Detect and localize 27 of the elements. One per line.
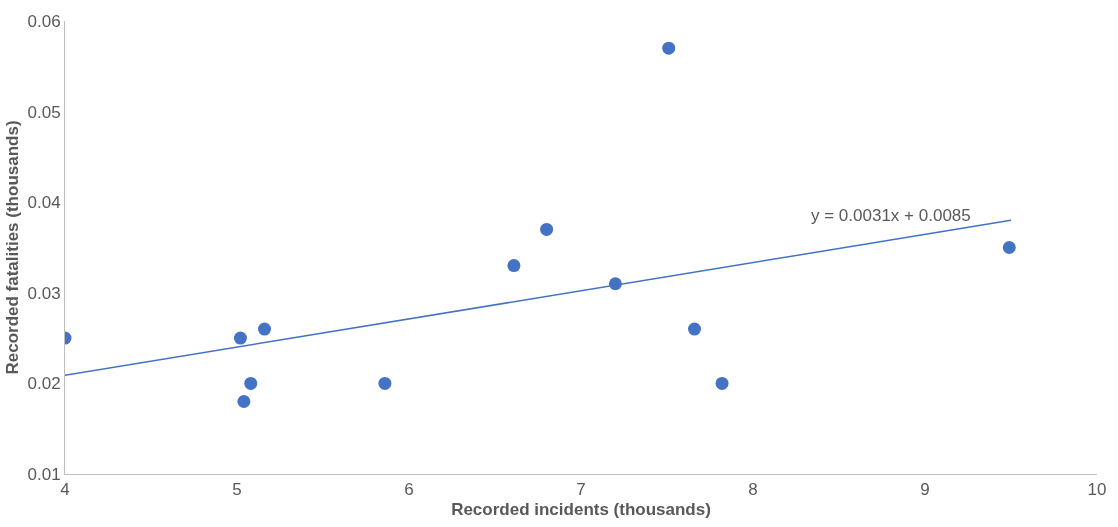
x-tick-label: 4 xyxy=(60,480,70,500)
y-axis-title: Recorded fatalities (thousands) xyxy=(3,120,23,375)
point xyxy=(1002,241,1016,254)
y-tick-label: 0.03 xyxy=(27,283,61,303)
point xyxy=(540,222,554,236)
y-tick-label: 0.02 xyxy=(27,374,61,394)
point xyxy=(662,41,676,55)
x-tick-label: 9 xyxy=(920,480,930,500)
point xyxy=(233,331,247,345)
point xyxy=(258,322,272,336)
x-tick-label: 10 xyxy=(1087,480,1107,500)
point xyxy=(688,322,702,336)
y-tick-label: 0.01 xyxy=(27,464,61,484)
y-tick-label: 0.05 xyxy=(27,102,61,122)
point xyxy=(507,259,521,273)
point xyxy=(244,376,258,390)
point xyxy=(378,376,392,390)
x-tick-label: 7 xyxy=(576,480,586,500)
x-tick-label: 6 xyxy=(404,480,414,500)
y-tick-label: 0.06 xyxy=(27,11,61,31)
point xyxy=(237,395,251,409)
y-tick-label: 0.04 xyxy=(27,193,61,213)
x-tick-label: 8 xyxy=(748,480,758,500)
x-tick-label: 5 xyxy=(232,480,242,500)
annotation: y = 0.0031x + 0.0085 xyxy=(811,206,971,225)
point xyxy=(715,376,729,390)
x-axis-title: Recorded incidents (thousands) xyxy=(451,499,711,519)
